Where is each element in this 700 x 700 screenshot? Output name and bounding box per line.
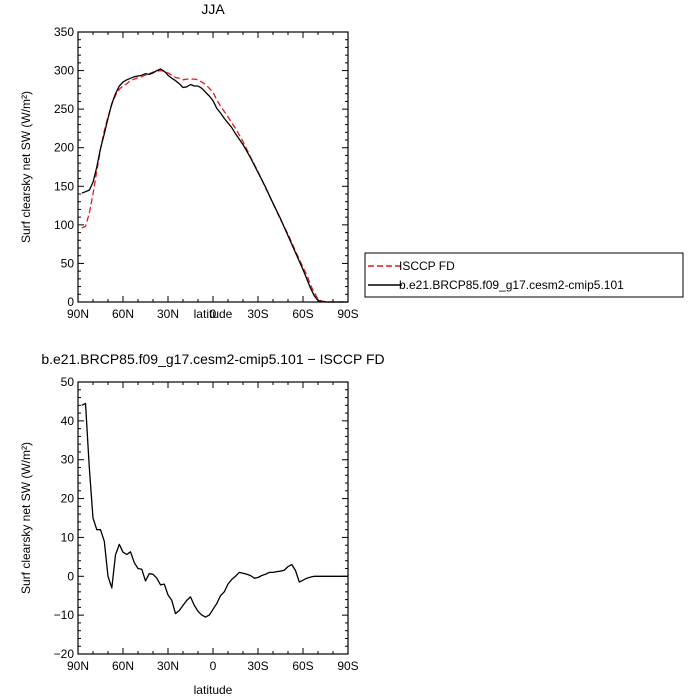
bottom-chart-ytick-label: 40: [61, 414, 75, 428]
top-chart-ytick-label: 50: [61, 256, 75, 270]
legend: ISCCP FD b.e21.BRCP85.f09_g17.cesm2-cmip…: [364, 252, 684, 298]
top-chart-ytick-label: 350: [54, 25, 74, 39]
top-chart-xtick-label: 60S: [292, 307, 313, 321]
bottom-chart-ticks: [77, 381, 349, 655]
bottom-chart-series-line-0: [81, 402, 348, 618]
bottom-chart-tick-labels: 90N 60N 30N 0 30S 60S 90S −20 −10 0 10 20 30 40 50: [54, 375, 359, 673]
top-chart-xtick-label: 30N: [157, 307, 179, 321]
bottom-chart-xtick-label: 60N: [112, 659, 134, 673]
bottom-chart-panel: b.e21.BRCP85.f09_g17.cesm2-cmip5.101 − I…: [19, 351, 385, 697]
top-chart-series-line-1: [81, 68, 348, 303]
top-chart-xtick-label: 90N: [67, 307, 89, 321]
top-chart-series-line-0: [81, 69, 348, 303]
top-chart-ytick-label: 200: [54, 141, 74, 155]
bottom-chart-ytick-label: 30: [61, 453, 75, 467]
top-chart-tick-labels: 90N 60N 30N 0 30S 60S 90S 0 50 100 150 200 250 300 350: [54, 25, 359, 321]
bottom-chart-xtick-label: 0: [210, 659, 217, 673]
top-chart-ylabel: Surf clearsky net SW (W/m²): [19, 91, 33, 243]
bottom-chart-ytick-label: −20: [54, 647, 75, 661]
top-chart-ytick-label: 0: [67, 295, 74, 309]
bottom-chart-xtick-label: 90N: [67, 659, 89, 673]
top-chart-ytick-label: 100: [54, 218, 74, 232]
bottom-chart-ylabel: Surf clearsky net SW (W/m²): [19, 442, 33, 594]
bottom-chart-xlabel: latitude: [194, 683, 233, 697]
bottom-chart-ytick-label: 0: [67, 569, 74, 583]
legend-label-isccp: ISCCP FD: [399, 259, 455, 273]
bottom-chart-xtick-label: 30N: [157, 659, 179, 673]
top-chart-xlabel: latitude: [194, 307, 233, 321]
bottom-chart-ytick-label: 50: [61, 375, 75, 389]
bottom-chart-xtick-label: 90S: [337, 659, 358, 673]
bottom-chart-ytick-label: 10: [61, 530, 75, 544]
top-chart-ticks: [77, 31, 349, 303]
top-chart-frame: [77, 31, 349, 303]
bottom-chart-title: b.e21.BRCP85.f09_g17.cesm2-cmip5.101 − I…: [41, 351, 384, 367]
top-chart-xtick-label: 30S: [247, 307, 268, 321]
legend-box: [364, 252, 684, 298]
top-chart-xtick-label: 90S: [337, 307, 358, 321]
top-chart-series: [81, 68, 348, 303]
bottom-chart-ytick-label: −10: [54, 608, 75, 622]
bottom-chart-series: [81, 402, 348, 618]
top-chart-panel: JJA 90N 60N 30N 0 30S 60S 90S 0 50 100 150 200 250 30…: [19, 1, 359, 321]
bottom-chart-frame: [77, 381, 349, 655]
top-chart-xtick-label: 0: [210, 307, 217, 321]
top-chart-ytick-label: 150: [54, 179, 74, 193]
top-chart-ytick-label: 250: [54, 102, 74, 116]
top-chart-ytick-label: 300: [54, 64, 74, 78]
bottom-chart-xtick-label: 60S: [292, 659, 313, 673]
bottom-chart-ytick-label: 20: [61, 492, 75, 506]
bottom-chart-xtick-label: 30S: [247, 659, 268, 673]
top-chart-xtick-label: 60N: [112, 307, 134, 321]
top-chart-title: JJA: [201, 1, 225, 17]
legend-label-cesm2: b.e21.BRCP85.f09_g17.cesm2-cmip5.101: [399, 278, 624, 292]
